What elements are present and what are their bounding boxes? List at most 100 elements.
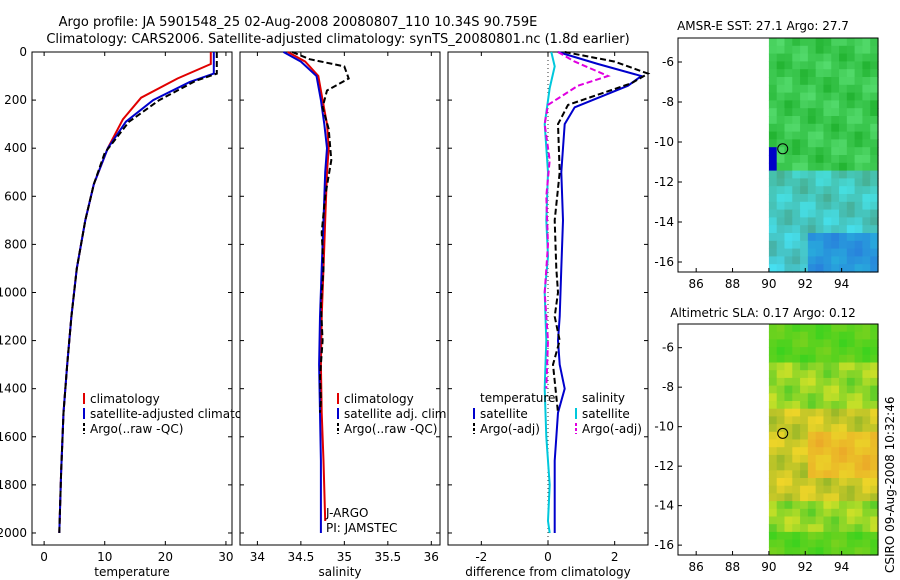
sst_map-cell: [823, 84, 832, 94]
sla_map-cell: [839, 485, 848, 494]
difference-xlabel: difference from climatology: [465, 565, 631, 579]
sst_map-cell: [823, 264, 832, 273]
sst_map-cell: [823, 225, 832, 234]
sst_map-cell: [862, 256, 871, 265]
sla_map-cell: [784, 508, 793, 518]
sla_map-cell: [768, 501, 778, 510]
sla_map-cell: [776, 547, 786, 556]
sst_map-cell: [854, 264, 864, 273]
sla_map-cell: [831, 462, 840, 471]
sla_map-cell: [807, 431, 817, 441]
sla_map-cell: [784, 524, 793, 533]
sla_map-cell: [807, 416, 817, 425]
sst_map-cell: [831, 45, 840, 55]
sst_map-cell: [768, 84, 778, 94]
sst_map-cell: [815, 217, 825, 226]
sst_map-cell: [768, 92, 778, 101]
sla_map-cell: [792, 493, 801, 502]
sla_map-cell: [839, 539, 848, 548]
depth-tick-label: 1400: [0, 382, 27, 396]
sla_map-cell: [807, 462, 817, 471]
sla_map-cell: [784, 385, 793, 394]
sla_map-cell: [815, 508, 825, 518]
sla_map-cell: [854, 416, 864, 425]
sst_map-xtick-label: 90: [761, 277, 776, 291]
sla_map-cell: [854, 354, 864, 364]
salinity-panel: 34 34.5 35 35.5 36 salinity climatologysatelli…: [239, 51, 450, 579]
sla_map-xtick-label: 92: [798, 560, 813, 574]
sst_map-cell: [870, 264, 879, 273]
sst_map-cell: [815, 131, 825, 140]
sla_map-cell: [784, 331, 793, 340]
sst_map-xtick-label: 86: [689, 277, 704, 291]
sst_map-ytick-label: -14: [654, 215, 674, 229]
sst_map-cell: [831, 116, 840, 125]
series-line-temperature-argo-adj-: [551, 51, 651, 413]
sst_map-cell: [807, 139, 817, 148]
sst_map-cell: [870, 84, 879, 94]
sla_map-cell: [854, 385, 864, 394]
sla_map-cell: [784, 485, 793, 494]
sst_map-cell: [839, 155, 848, 164]
sst_map-cell: [800, 69, 809, 78]
sst_map-cell: [768, 240, 778, 250]
sst_map-cell: [870, 233, 879, 242]
sla_map-cell: [870, 377, 879, 387]
sst_map-cell: [784, 162, 793, 172]
sst_map-cell: [862, 147, 871, 156]
sst_map-cell: [854, 131, 864, 140]
timestamp-label: CSIRO 09-Aug-2008 10:32:46: [883, 397, 897, 573]
sst_map-cell: [768, 123, 778, 133]
sla_map-cell: [784, 470, 793, 479]
sst_map-cell: [831, 147, 840, 156]
sla_map-cell: [862, 539, 871, 548]
sst_map-cell: [846, 116, 856, 125]
sla_map-cell: [839, 493, 848, 502]
argo-location-marker: [777, 427, 789, 439]
sla_map-cell: [862, 462, 871, 471]
sla_map-cell: [792, 501, 801, 510]
sla_map-cell: [839, 401, 848, 410]
sst_map-cell: [792, 217, 801, 226]
sla_map-cell: [784, 393, 793, 402]
sst_map-cell: [823, 131, 832, 140]
sst_map-cell: [815, 225, 825, 234]
sla_map-cell: [831, 508, 840, 518]
sst_map-cell: [854, 178, 864, 187]
sst_map-cell: [768, 194, 778, 203]
sla_map-cell: [768, 516, 778, 525]
sla_map-cell: [854, 331, 864, 340]
sla_map-cell: [776, 431, 786, 441]
sst_map-cell: [792, 225, 801, 234]
sla_map-cell: [831, 393, 840, 402]
sst_map-cell: [854, 69, 864, 78]
sst_map-cell: [815, 256, 825, 265]
sla_map-cell: [776, 462, 786, 471]
sst_map-cell: [807, 147, 817, 156]
sst_map-cell: [823, 45, 832, 55]
sla_map-cell: [870, 393, 879, 402]
sst_map-cell: [768, 256, 778, 265]
sst_map-cell: [862, 69, 871, 78]
depth-tick-label: 600: [4, 189, 27, 203]
sla_map-cell: [846, 485, 856, 494]
sla_map-cell: [846, 347, 856, 356]
sla_map-cell: [862, 439, 871, 448]
sla_map-cell: [854, 531, 864, 541]
sst_map-cell: [823, 61, 832, 70]
sla_map-cell: [831, 331, 840, 340]
sla_map-cell: [792, 370, 801, 379]
sst_map-cell: [815, 240, 825, 250]
sla_map-cell: [800, 439, 809, 448]
sla_map-cell: [800, 454, 809, 464]
sla_map-cell: [815, 531, 825, 541]
sst_map-cell: [854, 217, 864, 226]
sst_map-cell: [768, 178, 778, 187]
principal-investigator-label: PI: JAMSTEC: [326, 521, 397, 535]
sst_map-cell: [768, 162, 778, 172]
sst_map-cell: [854, 194, 864, 203]
sla_map-cell: [768, 331, 778, 340]
sst_map-cell: [776, 256, 786, 265]
sla_map-cell: [862, 385, 871, 394]
sst_map-cell: [823, 123, 832, 133]
